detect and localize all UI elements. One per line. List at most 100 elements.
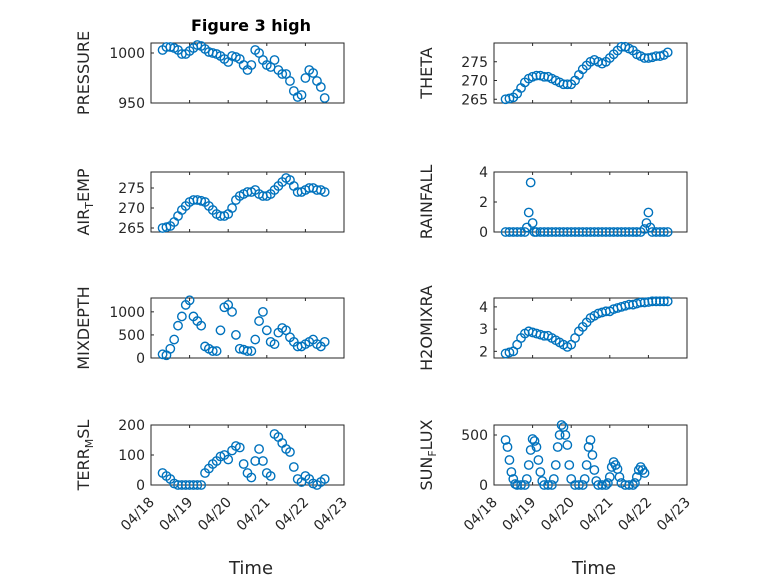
data-point bbox=[176, 311, 187, 322]
data-point bbox=[631, 472, 642, 482]
data-point bbox=[585, 435, 596, 445]
data-point bbox=[234, 442, 245, 453]
subplot-h2omixra: 2 3 4 H2OMIXRA bbox=[417, 285, 688, 371]
y-axis-label: AIRTEMP bbox=[74, 168, 96, 235]
y-axis-label: THETA bbox=[417, 47, 436, 99]
y-axis-label: RAINFALL bbox=[417, 165, 436, 240]
data-point bbox=[521, 474, 532, 484]
data-point bbox=[562, 440, 573, 450]
y-tick-label: 0 bbox=[136, 351, 145, 367]
subplot-pressure: 950 1000 PRESSURE bbox=[74, 31, 345, 115]
data-point bbox=[662, 47, 673, 58]
axes-box bbox=[493, 42, 688, 104]
data-point bbox=[519, 227, 530, 237]
data-point bbox=[535, 467, 546, 477]
y-axis-label: PRESSURE bbox=[74, 31, 93, 115]
data-point bbox=[265, 471, 276, 481]
y-tick-label: 1000 bbox=[109, 46, 145, 62]
y-tick-label: 2 bbox=[479, 195, 488, 211]
data-point bbox=[261, 325, 272, 336]
data-point bbox=[196, 320, 207, 331]
data-point bbox=[604, 472, 615, 482]
data-point bbox=[296, 90, 307, 100]
subplot-terr-msl: 0 100 200 TERRMSL 04/1804/1904/2004/2104/220… bbox=[74, 418, 351, 534]
data-point bbox=[223, 454, 234, 465]
data-point bbox=[581, 460, 592, 470]
data-point bbox=[662, 227, 673, 237]
y-axis-label: MIXDEPTH bbox=[74, 286, 93, 369]
data-point bbox=[246, 60, 257, 70]
data-point bbox=[227, 203, 237, 213]
data-point bbox=[562, 79, 573, 90]
x-tick-label: 04/20 bbox=[195, 495, 235, 535]
data-point bbox=[655, 51, 665, 62]
data-point bbox=[184, 295, 195, 306]
data-point bbox=[227, 306, 237, 317]
y-tick-label: 4 bbox=[479, 165, 488, 181]
data-point bbox=[560, 430, 571, 440]
y-tick-label: 265 bbox=[461, 92, 488, 108]
data-point bbox=[504, 455, 515, 465]
data-point bbox=[658, 227, 669, 237]
data-point bbox=[583, 442, 594, 452]
y-tick-label: 0 bbox=[136, 478, 145, 494]
data-point bbox=[527, 434, 538, 444]
data-point bbox=[319, 187, 330, 197]
data-point bbox=[277, 69, 288, 79]
y-tick-label: 270 bbox=[461, 74, 488, 90]
y-tick-label: 2 bbox=[479, 344, 488, 360]
data-point bbox=[554, 430, 565, 440]
y-tick-label: 270 bbox=[118, 201, 145, 217]
data-point bbox=[597, 480, 607, 490]
data-point bbox=[550, 460, 561, 470]
data-point bbox=[288, 462, 299, 472]
figure-title: Figure 3 high bbox=[191, 16, 311, 35]
y-tick-label: 950 bbox=[118, 96, 145, 112]
data-point bbox=[196, 480, 207, 490]
data-point bbox=[614, 472, 625, 482]
y-tick-label: 1000 bbox=[109, 305, 145, 321]
x-tick-label: 04/19 bbox=[500, 495, 540, 535]
data-point bbox=[254, 316, 264, 326]
x-tick-label: 04/22 bbox=[615, 495, 655, 535]
x-axis-label-left: Time bbox=[228, 558, 273, 579]
data-point bbox=[531, 442, 542, 452]
data-point bbox=[589, 465, 600, 475]
data-point bbox=[192, 480, 203, 490]
data-point bbox=[579, 474, 590, 484]
data-point bbox=[587, 450, 598, 460]
data-point bbox=[529, 436, 540, 446]
data-point bbox=[662, 296, 673, 307]
y-axis-label: SUNFLUX bbox=[417, 419, 439, 490]
data-point bbox=[547, 480, 557, 490]
axes-box bbox=[493, 297, 688, 359]
data-point bbox=[543, 480, 553, 490]
data-point bbox=[500, 435, 511, 445]
y-axis-label: H2OMIXRA bbox=[417, 285, 436, 371]
y-tick-label: 200 bbox=[118, 418, 145, 434]
data-point bbox=[254, 444, 264, 454]
y-tick-label: 275 bbox=[461, 55, 488, 71]
data-point bbox=[504, 93, 515, 104]
y-tick-label: 500 bbox=[118, 328, 145, 344]
data-point bbox=[173, 320, 183, 331]
y-tick-label: 0 bbox=[479, 478, 488, 494]
data-point bbox=[246, 346, 257, 356]
data-point bbox=[238, 459, 249, 469]
data-point bbox=[269, 55, 280, 65]
data-point bbox=[300, 73, 311, 83]
data-point bbox=[556, 420, 567, 430]
y-axis-label: TERRMSL bbox=[74, 420, 96, 492]
data-point bbox=[285, 76, 295, 86]
data-point bbox=[207, 346, 218, 356]
data-point bbox=[601, 480, 611, 490]
data-point bbox=[242, 346, 253, 356]
data-point bbox=[527, 218, 538, 228]
data-point bbox=[169, 334, 180, 345]
x-axis-label-right: Time bbox=[571, 558, 616, 579]
data-point bbox=[658, 296, 669, 307]
data-point bbox=[516, 480, 526, 490]
data-point bbox=[523, 207, 534, 218]
y-tick-label: 265 bbox=[118, 221, 145, 237]
